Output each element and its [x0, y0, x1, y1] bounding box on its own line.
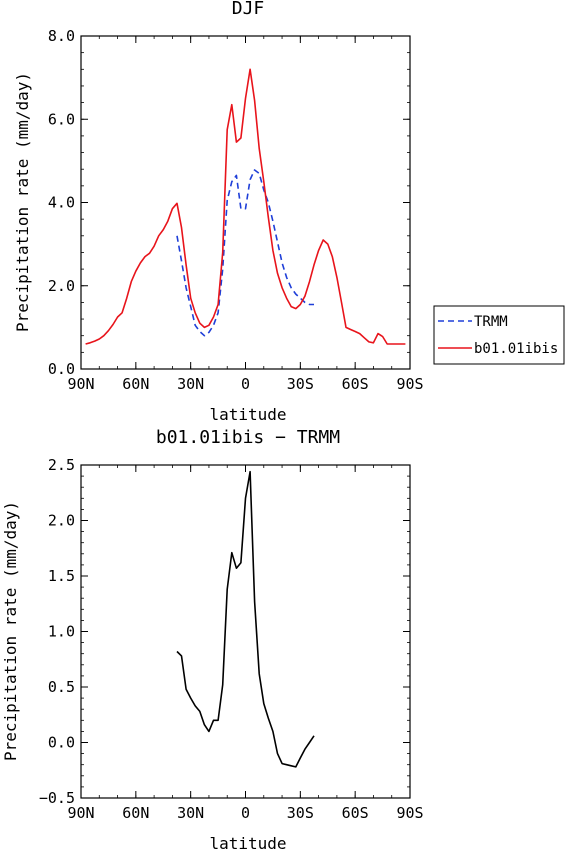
series-line-trmm	[176, 169, 314, 337]
chart-title: b01.01ibis − TRMM	[156, 427, 340, 448]
y-tick-label: 8.0	[48, 27, 75, 45]
x-tick-label: 30S	[287, 375, 314, 393]
tick-group: 90N 60N 30N 0 30S 60S 90S −0.5 0.0 0.5 1.0 1.5 2.0 2.…	[39, 456, 424, 822]
plot-frame	[80, 464, 411, 799]
y-tick-label: 2.0	[48, 512, 75, 530]
plot-frame	[80, 35, 411, 370]
series-group	[176, 470, 315, 768]
x-axis-label: latitude	[209, 834, 286, 851]
x-tick-label: 90N	[67, 375, 94, 393]
x-tick-label: 60S	[342, 804, 369, 822]
x-tick-label: 60N	[122, 375, 149, 393]
legend-box	[433, 305, 565, 365]
y-tick-label: 0.0	[48, 360, 75, 378]
x-tick-label: 60N	[122, 804, 149, 822]
x-tick-label: 30N	[177, 375, 204, 393]
series-group	[85, 68, 406, 345]
y-tick-label: 2.0	[48, 277, 75, 295]
legend-label-trmm: TRMM	[474, 314, 508, 330]
y-tick-label: 0.0	[48, 734, 75, 752]
x-tick-label: 0	[241, 804, 250, 822]
y-tick-label: 1.0	[48, 623, 75, 641]
legend: TRMM b01.01ibis	[433, 305, 565, 365]
y-tick-label: 0.5	[48, 678, 75, 696]
x-tick-label: 90S	[396, 375, 423, 393]
y-axis-label: Precipitation rate (mm/day)	[13, 72, 32, 332]
x-tick-label: 30S	[287, 804, 314, 822]
y-tick-label: 1.5	[48, 567, 75, 585]
x-axis-label: latitude	[209, 405, 286, 424]
x-tick-label: 90S	[396, 804, 423, 822]
x-tick-label: 90N	[67, 804, 94, 822]
series-line-b01-01ibis	[85, 68, 406, 345]
series-line-difference	[176, 470, 315, 768]
chart-djf: DJF latitude Precipitation rate (mm/day)…	[13, 0, 565, 424]
tick-group: 90N 60N 30N 0 30S 60S 90S 0.0 2.0 4.0 6.0 8.0	[48, 27, 424, 393]
y-tick-label: 6.0	[48, 110, 75, 128]
x-tick-label: 60S	[342, 375, 369, 393]
chart-difference: b01.01ibis − TRMM latitude Precipitation…	[1, 427, 424, 851]
y-tick-label: 2.5	[48, 456, 75, 474]
y-tick-label: 4.0	[48, 194, 75, 212]
x-tick-label: 30N	[177, 804, 204, 822]
y-tick-label: −0.5	[39, 789, 75, 807]
chart-title: DJF	[232, 0, 265, 19]
y-axis-label: Precipitation rate (mm/day)	[1, 501, 20, 761]
x-tick-label: 0	[241, 375, 250, 393]
legend-label-b01: b01.01ibis	[474, 341, 558, 357]
